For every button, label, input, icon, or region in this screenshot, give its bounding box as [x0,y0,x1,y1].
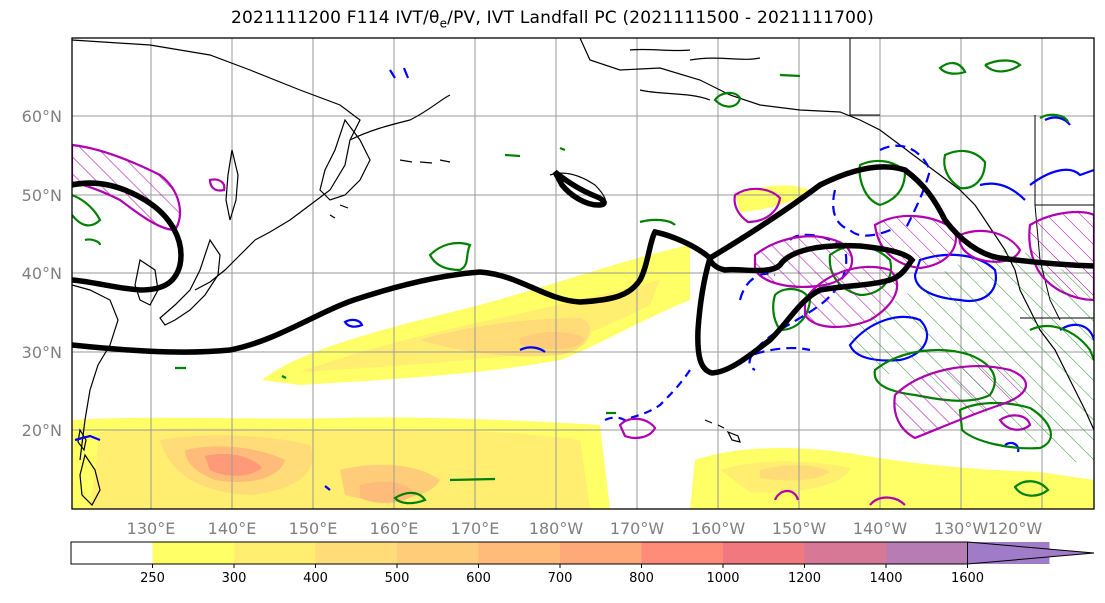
colorbar: 250 300 400 500 600 700 800 1000 1200 1400 1600 [70,541,1095,586]
colorbar-tick-label: 300 [222,571,247,586]
lon-label-180w: 180°W [529,519,584,538]
lon-label-140e: 140°E [208,519,257,538]
colorbar-tick-label: 1000 [706,571,739,586]
colorbar-tick-label: 600 [466,571,491,586]
theta-subscript: e [439,16,448,31]
longitude-labels: 130°E 140°E 150°E 160°E 170°E 180°W 170°… [127,519,1043,538]
theta-e-hatch [850,250,1094,470]
latitude-labels: 60°N 50°N 40°N 30°N 20°N [22,107,62,440]
map-title: 2021111200 F114 IVT/θe/PV, IVT Landfall … [231,8,874,31]
colorbar-segment [804,542,887,564]
colorbar-tick-label: 400 [303,571,328,586]
colorbar-outline [70,541,968,565]
colorbar-segment [560,542,642,564]
colorbar-tick-label: 1200 [788,571,821,586]
colorbar-segment [723,542,805,564]
lon-label-150w: 150°W [772,519,827,538]
lon-label-130w: 130°W [934,519,989,538]
colorbar-segment [397,542,479,564]
lon-label-170w: 170°W [610,519,665,538]
lon-label-160e: 160°E [370,519,419,538]
lon-label-140w: 140°W [853,519,908,538]
colorbar-tick-label: 800 [629,571,654,586]
thick-contours [72,164,1094,376]
colorbar-tick-label: 1600 [951,571,984,586]
colorbar-segment [315,542,398,564]
lat-label-30: 30°N [22,343,62,362]
ivt-shading [72,185,1094,509]
colorbar-segment [152,542,235,564]
colorbar-tick-label: 500 [385,571,410,586]
lon-label-120w: 120°W [988,519,1043,538]
colorbar-extend-arrow [967,541,1095,565]
colorbar-segment [886,542,968,564]
colorbar-tick-label: 700 [548,571,573,586]
lon-label-150e: 150°E [289,519,338,538]
lon-label-130e: 130°E [127,519,176,538]
colorbar-segment [478,542,561,564]
map-panel [72,38,1094,509]
lon-label-160w: 160°W [691,519,746,538]
theta-symbol: θ [428,8,440,28]
lat-label-20: 20°N [22,421,62,440]
lat-label-50: 50°N [22,186,62,205]
colorbar-segment [641,542,724,564]
colorbar-tick-label: 1400 [869,571,902,586]
lat-label-40: 40°N [22,264,62,283]
lat-label-60: 60°N [22,107,62,126]
lon-label-170e: 170°E [451,519,500,538]
colorbar-segment [234,542,316,564]
map-frame [71,37,1095,510]
colorbar-tick-label: 250 [140,571,165,586]
colorbar-segment-under [71,542,153,564]
